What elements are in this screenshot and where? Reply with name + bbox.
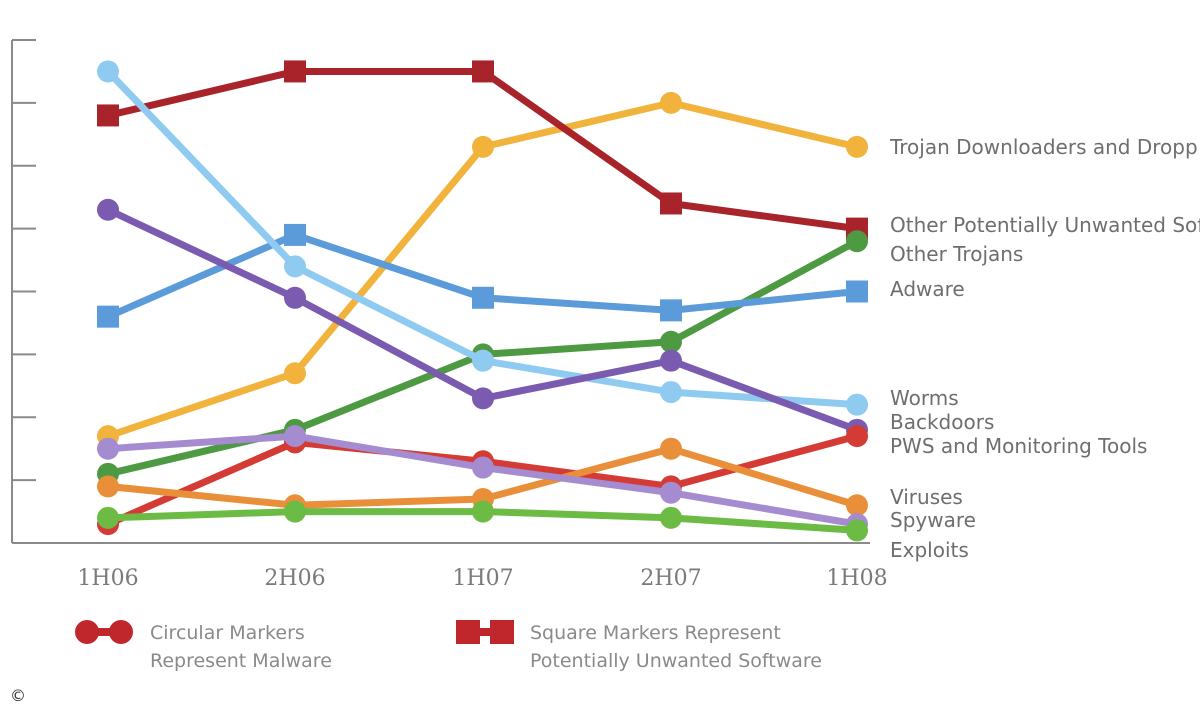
data-point-circle: [472, 135, 494, 158]
data-point-circle: [284, 500, 306, 523]
data-point-square: [846, 280, 868, 303]
data-point-circle: [472, 349, 494, 372]
series-other-potentially-unwanted-sof: [97, 60, 868, 240]
series-adware: [97, 223, 868, 328]
data-point-circle: [97, 198, 119, 221]
data-point-circle: [846, 425, 868, 448]
legend-square-text-2: Potentially Unwanted Software: [530, 650, 822, 672]
data-point-circle: [846, 494, 868, 517]
data-point-circle: [284, 255, 306, 278]
series-label: Exploits: [890, 538, 969, 562]
data-point-circle: [284, 362, 306, 385]
series-backdoors: [97, 198, 868, 441]
data-point-square: [472, 286, 494, 309]
data-point-circle: [472, 456, 494, 479]
data-point-circle: [660, 381, 682, 404]
legend-circle-marker-left: [75, 620, 99, 644]
legend-square-marker-right: [490, 620, 514, 644]
data-point-square: [97, 104, 119, 127]
data-point-square: [284, 60, 306, 83]
copyright-symbol: ©: [10, 686, 26, 705]
series-label: Other Potentially Unwanted Sof: [890, 213, 1200, 237]
legend-circle-text-1: Circular Markers: [150, 622, 305, 644]
legend-circle-text-2: Represent Malware: [150, 650, 332, 672]
data-point-circle: [660, 349, 682, 372]
x-tick-labels: 1H06 2H06 1H07 2H07 1H08: [77, 566, 887, 591]
series-label: Trojan Downloaders and Dropp: [889, 135, 1198, 159]
data-point-square: [97, 305, 119, 328]
series-label: Adware: [890, 277, 965, 301]
data-point-circle: [97, 506, 119, 529]
data-point-circle: [660, 91, 682, 114]
data-point-circle: [472, 387, 494, 410]
data-point-circle: [846, 135, 868, 158]
x-tick-label: 1H07: [452, 566, 513, 591]
data-point-square: [660, 192, 682, 215]
series-exploits: [97, 500, 868, 542]
data-point-circle: [284, 286, 306, 309]
series-label: PWS and Monitoring Tools: [890, 434, 1147, 458]
data-point-circle: [660, 330, 682, 353]
series-label: Backdoors: [890, 410, 994, 434]
data-point-circle: [660, 506, 682, 529]
legend: Circular Markers Represent Malware Squar…: [75, 620, 822, 672]
data-point-square: [284, 223, 306, 246]
axes: [11, 39, 870, 544]
series-layer: [97, 60, 868, 542]
data-point-circle: [846, 230, 868, 253]
series-worms: [97, 60, 868, 416]
series-label: Spyware: [890, 508, 976, 532]
data-point-circle: [846, 393, 868, 416]
series-labels: Trojan Downloaders and Dropp Other Potent…: [889, 135, 1200, 562]
legend-circle-marker-right: [109, 620, 133, 644]
x-tick-label: 1H08: [826, 566, 887, 591]
data-point-circle: [846, 519, 868, 542]
legend-square-marker-left: [456, 620, 480, 644]
data-point-circle: [660, 437, 682, 460]
data-point-circle: [97, 437, 119, 460]
data-point-square: [660, 299, 682, 322]
data-point-square: [472, 60, 494, 83]
data-point-circle: [660, 481, 682, 504]
data-point-circle: [97, 60, 119, 83]
x-tick-label: 1H06: [77, 566, 138, 591]
data-point-circle: [472, 500, 494, 523]
data-point-circle: [97, 475, 119, 498]
x-tick-label: 2H07: [640, 566, 701, 591]
x-tick-label: 2H06: [264, 566, 325, 591]
series-label: Viruses: [890, 485, 963, 509]
legend-square-text-1: Square Markers Represent: [530, 622, 781, 644]
data-point-circle: [284, 425, 306, 448]
series-label: Worms: [890, 386, 959, 410]
series-label: Other Trojans: [890, 242, 1023, 266]
